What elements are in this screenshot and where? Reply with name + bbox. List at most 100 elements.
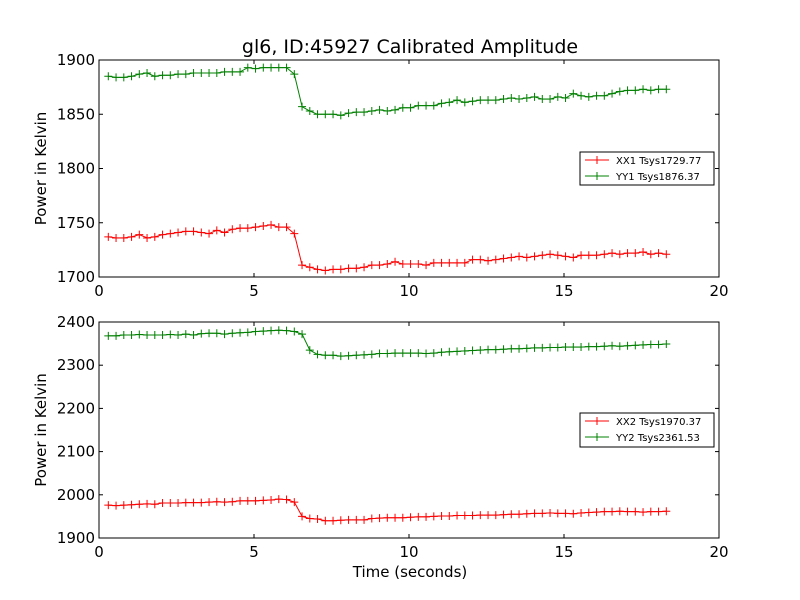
data-point <box>259 222 268 231</box>
data-point <box>608 507 617 516</box>
data-point <box>623 86 632 95</box>
data-point <box>569 343 578 352</box>
data-point <box>515 95 524 104</box>
data-point <box>150 330 159 339</box>
data-point <box>228 67 237 76</box>
data-point <box>406 259 415 268</box>
data-point <box>336 111 345 120</box>
data-point <box>468 511 477 520</box>
data-point <box>344 264 353 273</box>
x-tick-label: 0 <box>94 282 104 300</box>
data-point <box>367 261 376 270</box>
y-tick-label: 2000 <box>57 486 95 504</box>
data-point <box>166 330 175 339</box>
data-point <box>584 508 593 517</box>
data-point <box>615 507 624 516</box>
data-point <box>437 348 446 357</box>
data-point <box>460 258 469 267</box>
data-point <box>336 265 345 274</box>
data-point <box>429 512 438 521</box>
figure-title: gl6, ID:45927 Calibrated Amplitude <box>242 36 578 58</box>
data-point <box>631 341 640 350</box>
data-point <box>205 498 214 507</box>
data-point <box>367 514 376 523</box>
data-point <box>305 514 314 523</box>
data-point <box>639 340 648 349</box>
data-point <box>150 500 159 509</box>
data-point <box>236 496 245 505</box>
data-point <box>631 507 640 516</box>
data-point <box>654 249 663 258</box>
data-point <box>391 349 400 358</box>
data-point <box>600 91 609 100</box>
data-point <box>119 73 128 82</box>
data-point <box>174 70 183 79</box>
data-point <box>360 263 369 272</box>
data-point <box>329 351 338 360</box>
y-tick-label: 1900 <box>57 51 95 69</box>
data-point <box>639 248 648 257</box>
data-point <box>654 340 663 349</box>
data-point <box>553 343 562 352</box>
legend-label: YY2 Tsys2361.53 <box>615 433 700 444</box>
data-point <box>460 346 469 355</box>
data-point <box>143 233 152 242</box>
data-point <box>615 250 624 259</box>
data-point <box>422 349 431 358</box>
data-point <box>127 330 136 339</box>
data-point <box>158 330 167 339</box>
data-point <box>484 345 493 354</box>
data-point <box>515 510 524 519</box>
data-point <box>623 249 632 258</box>
top-subplot: 0 5 10 15 20 1700 1750 1800 1850 1900 Power in Kel… <box>32 51 729 300</box>
data-point <box>553 92 562 101</box>
data-point <box>530 92 539 101</box>
data-point <box>189 498 198 507</box>
data-point <box>282 63 291 72</box>
data-point <box>135 70 144 79</box>
data-point <box>181 227 190 236</box>
data-point <box>112 233 121 242</box>
data-point <box>375 349 384 358</box>
data-point <box>189 69 198 78</box>
legend-box <box>579 412 715 448</box>
data-point <box>584 251 593 260</box>
y-axis-label: Power in Kelvin <box>32 373 50 487</box>
data-point <box>267 495 276 504</box>
data-point <box>491 511 500 520</box>
data-point <box>646 340 655 349</box>
x-tick-label: 0 <box>94 543 104 561</box>
data-point <box>298 512 307 521</box>
legend-swatch-marker <box>593 433 601 441</box>
data-point <box>352 108 361 117</box>
data-point <box>220 498 229 507</box>
data-point <box>158 499 167 508</box>
data-point <box>212 329 221 338</box>
data-point <box>352 351 361 360</box>
data-point <box>406 513 415 522</box>
data-point <box>646 507 655 516</box>
y-tick-label: 2100 <box>57 443 95 461</box>
data-point <box>453 96 462 105</box>
data-point <box>143 69 152 78</box>
data-point <box>251 496 260 505</box>
data-point <box>104 72 113 81</box>
data-point <box>174 330 183 339</box>
data-point <box>546 250 555 259</box>
data-point <box>251 223 260 232</box>
data-point <box>615 342 624 351</box>
data-point <box>398 349 407 358</box>
data-point <box>298 261 307 270</box>
data-point <box>445 258 454 267</box>
data-point <box>600 342 609 351</box>
legend-swatch-marker <box>593 156 601 164</box>
data-point <box>290 498 299 507</box>
data-point <box>313 350 322 359</box>
data-point <box>360 108 369 117</box>
data-point <box>569 253 578 262</box>
data-point <box>298 330 307 339</box>
data-point <box>212 226 221 235</box>
data-point <box>329 516 338 525</box>
